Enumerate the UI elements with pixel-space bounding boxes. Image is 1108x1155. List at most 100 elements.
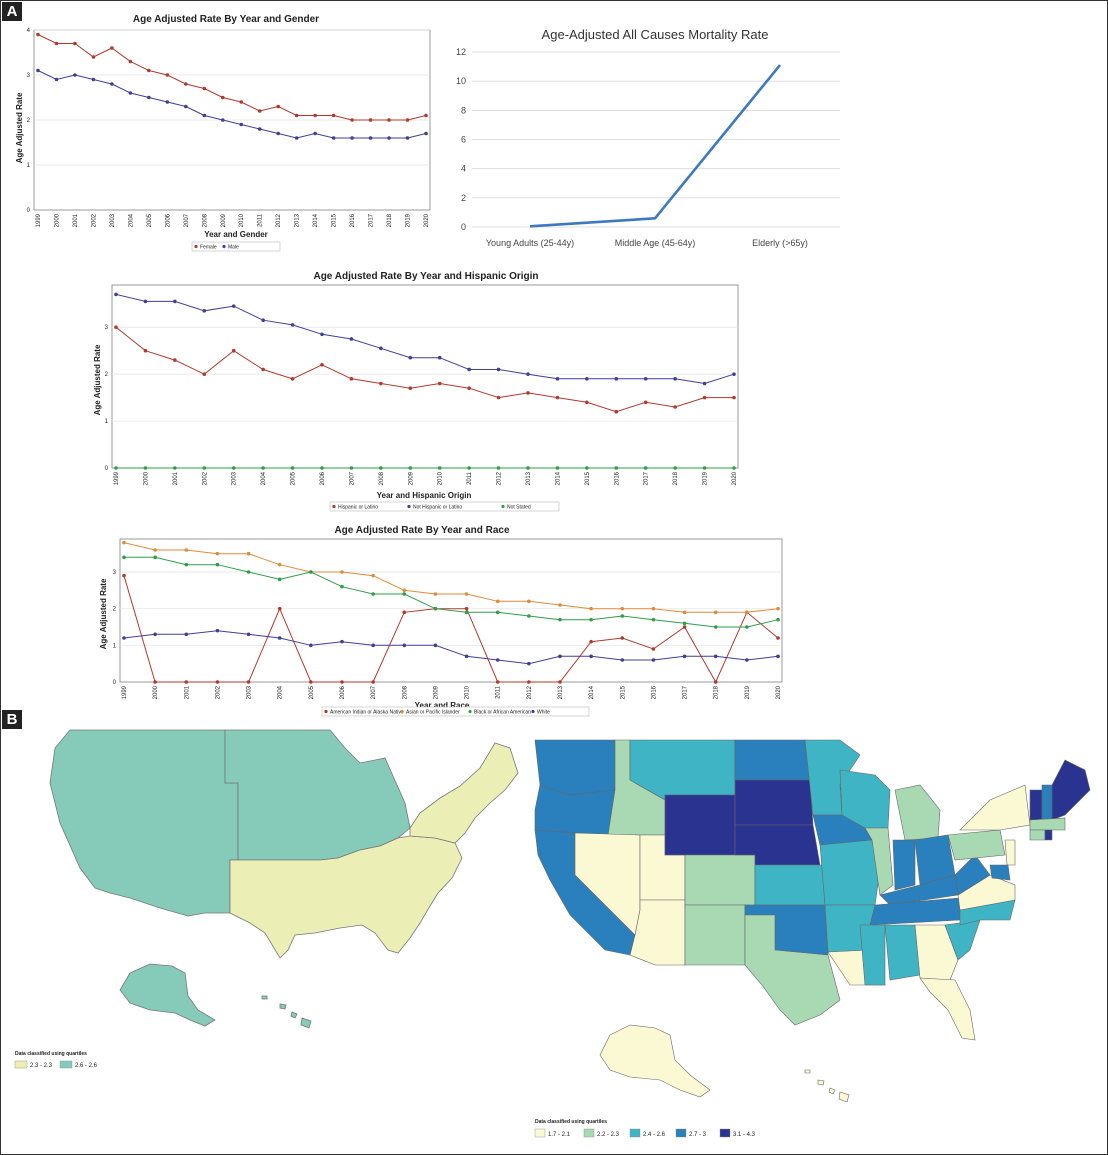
race-chart-title: Age Adjusted Rate By Year and Race <box>334 525 510 536</box>
hispanic-data-point <box>408 355 413 360</box>
region-legend-label-1: 2.3 - 2.3 <box>30 1063 53 1069</box>
state-mi <box>894 784 941 841</box>
hispanic-data-point <box>467 386 471 391</box>
race-legend-label: Black or African American <box>474 710 531 716</box>
gender-data-point <box>257 127 262 131</box>
hispanic-data-point <box>437 355 442 360</box>
race-plot-frame <box>119 538 783 683</box>
hispanic-legend-label: Not Stated <box>507 505 531 511</box>
hispanic-data-point <box>173 358 177 362</box>
race-data-point <box>184 548 189 552</box>
gender-ytick-label: 0 <box>27 208 31 214</box>
race-data-point <box>651 658 656 662</box>
race-data-point <box>495 658 500 662</box>
state-co <box>684 854 756 906</box>
gender-series-line-1 <box>37 70 427 139</box>
hispanic-data-point <box>320 466 324 470</box>
race-data-point <box>776 617 780 622</box>
gender-xtick-label: 2002 <box>91 213 97 227</box>
hispanic-data-point <box>143 466 148 470</box>
race-data-point <box>402 610 407 615</box>
race-data-point <box>215 680 220 684</box>
race-data-point <box>713 610 718 615</box>
gender-data-point <box>368 136 373 140</box>
hispanic-data-point <box>379 466 383 470</box>
state-tx <box>744 914 841 1026</box>
race-data-point <box>651 606 656 611</box>
state-legend-swatch-4 <box>675 1128 687 1138</box>
race-legend-label: Asian or Pacific Islander <box>406 710 460 716</box>
gender-series-line-0 <box>37 34 427 121</box>
race-data-point <box>651 617 656 622</box>
hispanic-data-point <box>614 466 619 470</box>
race-chart-legend: American Indian or Alaska Native Asian or… <box>321 706 590 717</box>
race-ytick-label: 3 <box>113 570 117 576</box>
hispanic-legend-label: Not Hispanic or Latino <box>413 505 462 511</box>
gender-data-point <box>202 86 207 91</box>
gender-xtick-label: 2007 <box>184 213 190 227</box>
hispanic-xtick-label: 2010 <box>438 471 444 485</box>
state-nm <box>684 904 746 966</box>
hispanic-data-point <box>320 332 324 337</box>
race-data-point <box>433 592 438 596</box>
hispanic-data-point <box>643 377 648 381</box>
gender-chart-xlabel: Year and Gender <box>204 230 268 239</box>
region-northeast <box>409 742 519 844</box>
state-tn <box>869 897 961 926</box>
mortality-ytick-label: 8 <box>461 105 466 115</box>
hispanic-data-point <box>202 309 207 313</box>
region-legend-label-2: 2.6 - 2.6 <box>75 1063 98 1069</box>
gender-data-point <box>147 68 151 73</box>
race-data-point <box>464 592 469 596</box>
hispanic-legend-marker <box>332 504 336 509</box>
race-data-point <box>495 599 500 604</box>
race-ytick-label: 2 <box>113 607 117 613</box>
state-legend-label-4: 2.7 - 3 <box>689 1132 707 1138</box>
race-series-line-1 <box>123 542 779 613</box>
race-data-point <box>776 606 780 611</box>
hispanic-data-point <box>320 362 324 367</box>
gender-data-point <box>91 55 96 59</box>
gender-xtick-label: 2005 <box>147 213 153 227</box>
gender-chart: Age Adjusted Rate By Year and Gender Age… <box>15 14 431 252</box>
state-me <box>1051 759 1091 821</box>
hispanic-data-point <box>349 377 354 381</box>
hispanic-series-line-1 <box>115 293 735 385</box>
state-legend-swatch-1 <box>534 1128 546 1138</box>
state-legend-label-5: 3.1 - 4.3 <box>733 1132 756 1138</box>
hispanic-data-point <box>114 325 118 330</box>
hispanic-xtick-label: 2009 <box>408 471 414 485</box>
state-hi <box>804 1069 850 1103</box>
mortality-ytick-label: 4 <box>461 164 466 174</box>
race-chart-ylabel: Age Adjusted Rate <box>99 578 108 649</box>
state-wa <box>534 739 616 796</box>
race-data-point <box>122 540 126 545</box>
mortality-ytick-label: 2 <box>461 193 466 203</box>
gender-data-point <box>91 77 96 82</box>
gender-data-point <box>184 82 188 86</box>
hispanic-data-point <box>437 381 442 386</box>
race-data-point <box>277 606 282 611</box>
gender-xtick-label: 2010 <box>239 213 245 227</box>
gender-data-point <box>128 91 133 95</box>
hispanic-data-point <box>202 372 207 376</box>
hispanic-data-point <box>261 318 265 322</box>
gender-ytick-label: 4 <box>27 28 31 34</box>
race-data-point <box>340 570 344 574</box>
race-data-point <box>589 639 593 644</box>
race-xtick-label: 2006 <box>340 685 346 699</box>
race-data-point <box>371 643 375 648</box>
state-mo <box>819 839 881 906</box>
race-xtick-label: 2005 <box>309 685 315 699</box>
race-data-point <box>527 599 531 604</box>
race-data-point <box>433 643 438 648</box>
race-xtick-label: 2004 <box>278 685 284 699</box>
race-legend-marker <box>324 709 328 714</box>
hispanic-xtick-label: 2002 <box>202 471 208 485</box>
hispanic-data-point <box>349 466 354 470</box>
hispanic-data-point <box>732 395 736 400</box>
hispanic-xtick-label: 2020 <box>732 471 738 485</box>
state-vt <box>1029 789 1043 821</box>
race-xtick-label: 2018 <box>714 685 720 699</box>
hispanic-data-point <box>526 391 530 395</box>
